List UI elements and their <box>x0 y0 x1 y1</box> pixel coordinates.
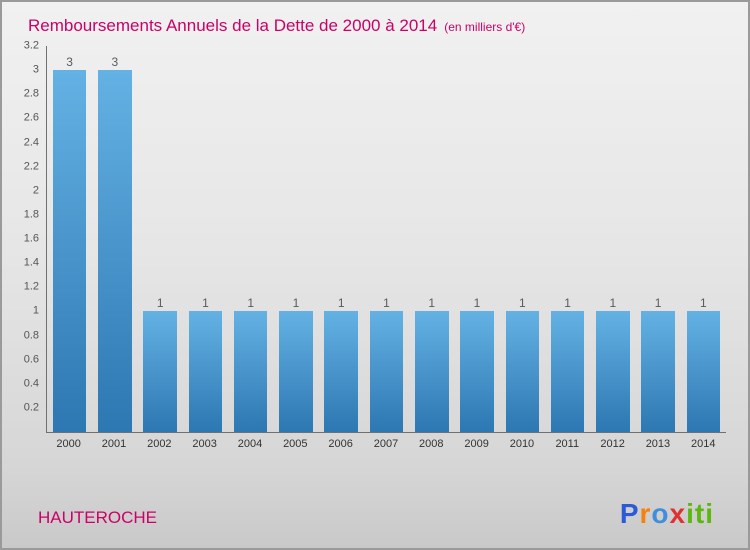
bar-value-label: 1 <box>247 296 255 311</box>
bar <box>460 311 494 432</box>
bar-column: 1 <box>364 46 409 432</box>
y-tick-label: 1.2 <box>23 280 39 293</box>
bar-column: 1 <box>183 46 228 432</box>
bar <box>279 311 313 432</box>
y-tick-label: 3.2 <box>23 39 39 52</box>
x-tick-label: 2012 <box>600 438 625 450</box>
bar <box>52 70 87 432</box>
bar-value-label: 1 <box>428 296 436 311</box>
logo-letter: i <box>705 498 714 529</box>
bar-value-label: 3 <box>66 55 73 70</box>
chart-header: Remboursements Annuels de la Dette de 20… <box>2 2 748 36</box>
x-tick-label: 2005 <box>283 438 308 450</box>
x-tick-label: 2002 <box>147 438 172 450</box>
x-tick-label: 2003 <box>192 438 217 450</box>
bar <box>98 70 132 432</box>
y-tick-label: 0.4 <box>23 377 39 390</box>
bar-value-label: 1 <box>337 296 345 311</box>
logo-letter: x <box>669 498 687 529</box>
y-tick-label: 2.6 <box>23 111 39 124</box>
bar-column: 1 <box>273 46 318 432</box>
y-tick-label: 0.8 <box>23 329 39 341</box>
bar <box>550 311 585 432</box>
logo-letter: o <box>651 498 670 529</box>
x-tick-label: 2000 <box>56 438 81 450</box>
y-tick-label: 1 <box>32 304 39 317</box>
bar <box>505 311 540 432</box>
x-tick-label: 2009 <box>464 438 489 450</box>
y-tick-label: 1.8 <box>23 208 39 221</box>
bar-column: 1 <box>138 46 183 432</box>
y-tick-label: 2.8 <box>23 87 39 100</box>
logo-letter: r <box>639 498 652 529</box>
x-tick-label: 2010 <box>509 438 535 450</box>
bar-value-label: 1 <box>473 296 481 311</box>
bar-value-label: 1 <box>564 296 571 311</box>
logo-letter: P <box>619 498 640 529</box>
logo-letter: t <box>694 498 706 529</box>
y-tick-label: 2.2 <box>23 160 39 173</box>
y-tick-label: 0.6 <box>23 353 39 366</box>
x-tick-label: 2001 <box>101 438 127 450</box>
bar <box>143 311 177 432</box>
bar-column: 1 <box>681 46 726 432</box>
bar <box>641 311 675 432</box>
chart-subtitle: (en milliers d'€) <box>444 20 526 34</box>
bar <box>324 311 358 432</box>
bar-value-label: 3 <box>111 55 119 70</box>
bar-column: 1 <box>590 46 635 432</box>
bar-column: 3 <box>92 46 137 432</box>
proxiti-logo: Proxiti <box>620 500 714 528</box>
logo-letter: i <box>686 498 695 529</box>
x-tick-label: 2006 <box>328 438 353 450</box>
x-tick-label: 2008 <box>419 438 444 450</box>
bar-value-label: 1 <box>654 296 662 311</box>
chart-title: Remboursements Annuels de la Dette de 20… <box>28 16 438 35</box>
organization-name: HAUTEROCHE <box>38 508 158 527</box>
plot-area: 3 3 1 1 1 1 1 1 1 1 1 1 1 1 1 <box>46 46 726 433</box>
bar <box>188 311 223 432</box>
y-tick-label: 1.4 <box>23 256 39 269</box>
bar <box>369 311 404 432</box>
x-axis-labels: 2000 2001 2002 2003 2004 2005 2006 2007 2008 2009… <box>46 433 726 450</box>
x-tick-label: 2007 <box>373 438 399 450</box>
x-tick-label: 2014 <box>691 438 716 450</box>
y-tick-label: 2 <box>32 184 39 197</box>
y-tick-label: 3 <box>32 63 39 76</box>
y-tick-label: 2.4 <box>23 136 39 148</box>
footer: HAUTEROCHE Proxiti <box>2 500 748 528</box>
bar-column: 1 <box>454 46 499 432</box>
bar-column: 1 <box>409 46 454 432</box>
bar <box>596 311 630 432</box>
bar <box>233 311 268 432</box>
bar-column: 1 <box>545 46 590 432</box>
bar-value-label: 1 <box>383 296 390 311</box>
y-tick-label: 1.6 <box>23 232 39 245</box>
bar-value-label: 1 <box>700 296 707 311</box>
y-axis: 0.2 0.4 0.6 0.8 1 1.2 1.4 1.6 1.8 2 2.2 2.4 2.6 2.8 3 3… <box>6 40 46 432</box>
x-tick-label: 2011 <box>555 438 580 450</box>
chart-area: 0.2 0.4 0.6 0.8 1 1.2 1.4 1.6 1.8 2 2.2 2.4 2.6 2.8 3 3… <box>6 40 726 450</box>
y-tick-label: 0.2 <box>23 401 39 414</box>
x-tick-label: 2004 <box>237 438 263 450</box>
x-tick-label: 2013 <box>645 438 671 450</box>
bar-column: 3 <box>47 46 92 432</box>
bar-value-label: 1 <box>202 296 209 311</box>
bar-value-label: 1 <box>156 296 164 311</box>
bar-column: 1 <box>319 46 364 432</box>
bar-column: 1 <box>228 46 273 432</box>
bar-value-label: 1 <box>292 296 300 311</box>
bar-column: 1 <box>500 46 545 432</box>
bar <box>415 311 449 432</box>
bar <box>686 311 721 432</box>
bar-value-label: 1 <box>609 296 617 311</box>
bar-value-label: 1 <box>518 296 526 311</box>
bar-column: 1 <box>635 46 680 432</box>
